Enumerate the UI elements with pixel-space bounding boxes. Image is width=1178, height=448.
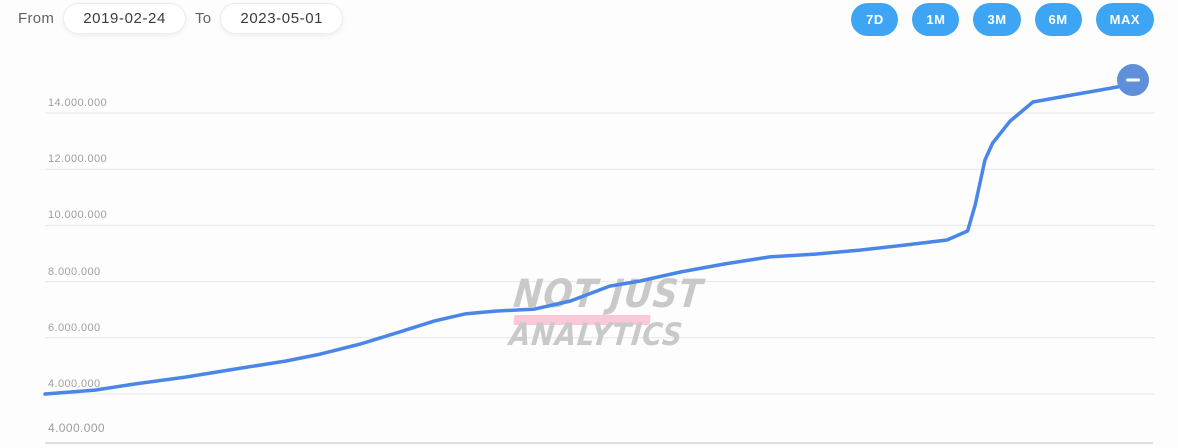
date-range-controls: From 2019-02-24 To 2023-05-01 bbox=[18, 3, 352, 34]
range-button-6m[interactable]: 6M bbox=[1034, 3, 1082, 36]
secondary-chart-tick-label: 4.000.000 bbox=[48, 421, 105, 435]
range-buttons: 7D 1M 3M 6M MAX bbox=[851, 3, 1154, 36]
y-tick-label: 14.000.000 bbox=[48, 97, 108, 109]
range-button-3m[interactable]: 3M bbox=[973, 3, 1021, 36]
range-button-1m[interactable]: 1M bbox=[912, 3, 960, 36]
minus-icon bbox=[1126, 78, 1140, 82]
y-tick-label: 4.000.000 bbox=[48, 378, 101, 390]
range-button-7d[interactable]: 7D bbox=[851, 3, 899, 36]
from-label: From bbox=[18, 10, 55, 27]
range-button-max[interactable]: MAX bbox=[1095, 3, 1154, 36]
to-date-input[interactable]: 2023-05-01 bbox=[220, 3, 344, 34]
from-date-input[interactable]: 2019-02-24 bbox=[63, 3, 186, 34]
y-tick-label: 10.000.000 bbox=[48, 209, 108, 222]
to-label: To bbox=[194, 10, 212, 27]
y-tick-label: 8.000.000 bbox=[48, 265, 101, 278]
y-tick-label: 6.000.000 bbox=[48, 321, 101, 334]
followers-line bbox=[43, 82, 1135, 396]
y-tick-label: 12.000.000 bbox=[48, 153, 108, 166]
secondary-chart-gridline bbox=[45, 442, 1153, 444]
